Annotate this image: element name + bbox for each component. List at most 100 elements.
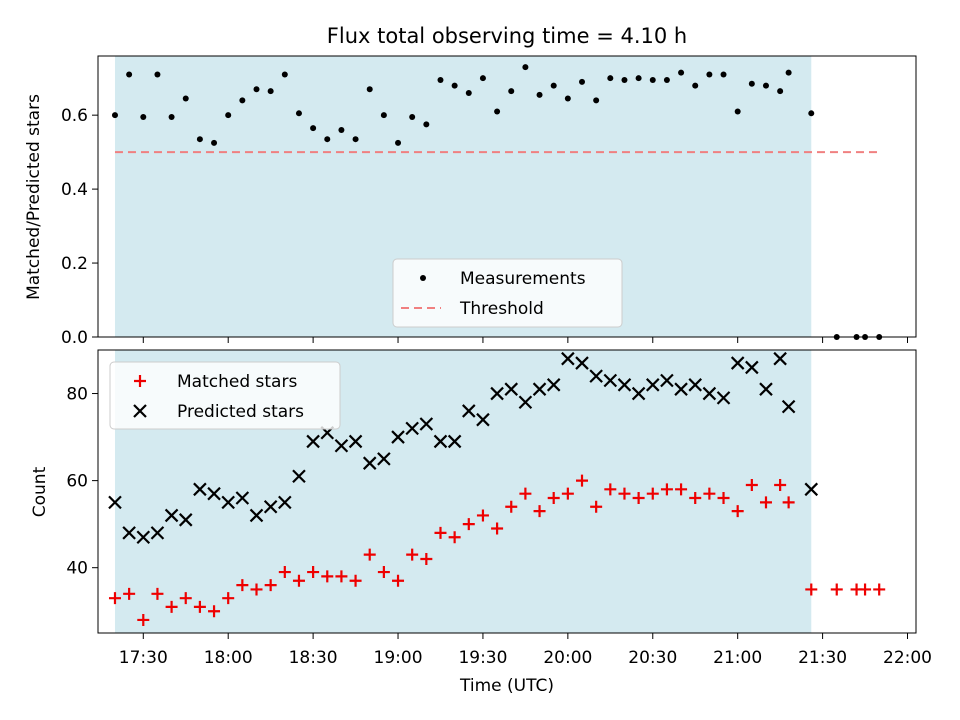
top-plot-marks	[111, 64, 883, 340]
measurement-point	[366, 86, 373, 93]
predicted-stars-point	[362, 456, 377, 470]
matched-stars-point	[193, 600, 206, 613]
matched-stars-point	[406, 548, 419, 561]
top-y-axis-label: Matched/Predicted stars	[24, 94, 44, 300]
measurement-point	[168, 114, 175, 121]
top-chart-title: Flux total observing time = 4.10 h	[327, 24, 687, 48]
legend-label: Measurements	[460, 269, 586, 289]
x-tick-label: 19:00	[374, 648, 423, 668]
measurement-point	[182, 95, 189, 102]
top-plot-frame	[97, 55, 917, 338]
legend-predicted-swatch	[133, 404, 147, 418]
measurement-point	[295, 110, 302, 117]
predicted-stars-point	[617, 378, 632, 392]
predicted-stars-point	[674, 382, 688, 396]
predicted-stars-point	[504, 382, 519, 396]
predicted-stars-point	[377, 452, 391, 466]
predicted-stars-point	[730, 356, 745, 370]
y-tick-label: 0.6	[61, 106, 88, 126]
predicted-stars-point	[292, 469, 306, 484]
matched-stars-point	[731, 505, 744, 518]
predicted-stars-point	[546, 378, 561, 392]
measurement-point	[734, 108, 741, 115]
measurement-point	[593, 97, 600, 104]
x-tick-label: 20:00	[543, 648, 592, 668]
y-tick-label: 0.4	[61, 180, 88, 200]
measurement-point	[522, 64, 529, 71]
x-tick-label: 20:30	[628, 648, 677, 668]
x-tick-label: 22:00	[883, 648, 932, 668]
matched-stars-point	[137, 613, 150, 626]
matched-stars-point	[491, 522, 504, 535]
matched-stars-point	[208, 605, 221, 618]
predicted-stars-point	[561, 351, 575, 366]
predicted-stars-point	[193, 482, 207, 497]
x-tick-label: 21:30	[798, 648, 847, 668]
predicted-stars-point	[575, 356, 589, 370]
predicted-stars-point	[660, 373, 674, 388]
matched-stars-point	[703, 487, 716, 500]
matched-stars-point	[646, 487, 659, 500]
matched-stars-point	[533, 505, 546, 518]
predicted-stars-point	[235, 491, 250, 505]
bottom-legend: Matched stars Predicted stars	[109, 361, 341, 430]
measurement-point	[380, 112, 387, 119]
matched-stars-point	[519, 487, 532, 500]
predicted-stars-point	[804, 482, 819, 497]
matched-stars-point	[604, 483, 617, 496]
measurement-point	[720, 71, 727, 78]
matched-stars-point	[420, 552, 433, 565]
measurement-point	[395, 139, 402, 146]
top-legend: Measurements Threshold	[392, 258, 623, 328]
measurement-point	[692, 82, 699, 89]
measurement-point	[621, 77, 628, 84]
matched-stars-point	[250, 583, 263, 596]
predicted-stars-point	[249, 508, 264, 523]
matched-stars-point	[179, 592, 192, 605]
top-x-axis	[142, 337, 909, 343]
matched-stars-point	[590, 500, 603, 513]
measurement-point	[465, 89, 472, 96]
predicted-stars-point	[221, 495, 235, 510]
matched-stars-point	[448, 531, 461, 544]
predicted-stars-point	[306, 434, 320, 449]
measurement-point	[423, 121, 430, 128]
matched-stars-point	[165, 600, 178, 613]
predicted-stars-point	[716, 391, 731, 405]
predicted-stars-point	[476, 412, 490, 427]
measurement-point	[126, 71, 133, 78]
bottom-panel: 40 60 80 17:30 18:00 18:30 19:00 19:30 20:00 20:…	[30, 349, 932, 696]
matched-stars-point	[278, 566, 291, 579]
matched-stars-point	[462, 518, 475, 531]
predicted-stars-point	[278, 495, 292, 510]
legend-box	[109, 361, 341, 430]
matched-stars-point	[307, 566, 320, 579]
matched-stars-point	[561, 487, 574, 500]
matched-stars-point	[222, 592, 235, 605]
measurement-point	[437, 77, 444, 84]
measurement-point	[409, 114, 416, 121]
measurement-point	[748, 80, 755, 87]
legend-label: Predicted stars	[177, 402, 304, 422]
measurement-point	[253, 86, 260, 93]
x-axis-label: Time (UTC)	[459, 676, 554, 696]
measurement-point	[281, 71, 288, 78]
predicted-stars-point	[348, 434, 363, 449]
measurement-point	[762, 82, 769, 89]
measurement-point	[225, 112, 232, 119]
predicted-stars-point	[405, 421, 419, 436]
matched-stars-point	[505, 500, 518, 513]
measurement-point	[324, 136, 331, 143]
matched-stars-point	[873, 583, 886, 596]
bottom-plot-marks	[108, 351, 886, 626]
x-tick-label: 19:30	[458, 648, 507, 668]
bottom-x-axis: 17:30 18:00 18:30 19:00 19:30 20:00 20:30 21:00…	[119, 633, 932, 668]
top-y-axis: 0.0 0.2 0.4 0.6	[61, 106, 98, 348]
predicted-stars-point	[122, 526, 136, 540]
legend-label: Matched stars	[177, 372, 297, 392]
measurement-point	[635, 75, 642, 82]
predicted-stars-point	[178, 513, 193, 527]
predicted-stars-point	[631, 386, 646, 401]
measurement-point	[579, 78, 586, 85]
